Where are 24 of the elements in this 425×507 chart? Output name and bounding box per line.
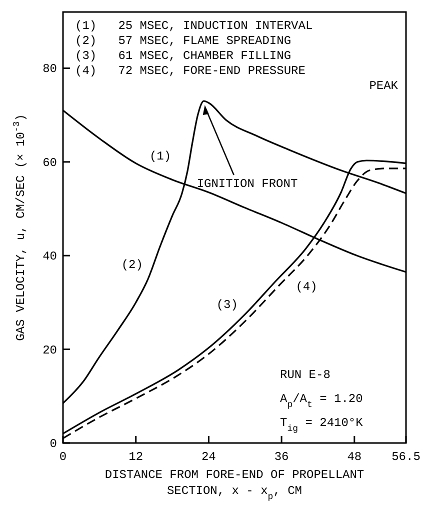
annotation: A$_{p}$/A$_{t}$ = 1.20 [280, 392, 363, 410]
x-tick-label: 24 [201, 450, 216, 464]
annotation: IGNITION FRONT [196, 177, 298, 192]
x-axis-title: DISTANCE FROM FORE-END OF PROPELLANT SECTION, x - x$_{p}$, CM [104, 468, 364, 502]
text: (4) 72 MSEC, FORE-END PRESSURE PEAK [75, 64, 398, 93]
y-tick-label: 40 [42, 250, 57, 264]
x-tick-label: 0 [59, 450, 67, 464]
annotation: T$_{ig}$ = 2410°K [280, 416, 364, 434]
series-label: (3) [216, 298, 238, 312]
annotation: (3) 61 MSEC, CHAMBER FILLING [75, 49, 292, 63]
series-label: (1) [149, 150, 172, 164]
annotation: RUN E-8 [280, 368, 330, 382]
x-tick-label: 56.5 [392, 450, 420, 464]
y-tick-label: 0 [50, 437, 57, 451]
y-tick-label: 80 [42, 62, 57, 76]
series-label: (2) [121, 258, 143, 272]
x-tick-label: 36 [274, 450, 289, 464]
x-tick-label: 12 [128, 450, 144, 464]
annotation: (1) 25 MSEC, INDUCTION INTERVAL [75, 19, 313, 33]
y-tick-label: 20 [42, 343, 57, 358]
x-tick-label: 48 [347, 450, 362, 464]
series-label: (4) [296, 280, 318, 294]
y-tick-label: 60 [42, 156, 57, 170]
annotation: (2) 57 MSEC, FLAME SPREADING [75, 34, 292, 48]
